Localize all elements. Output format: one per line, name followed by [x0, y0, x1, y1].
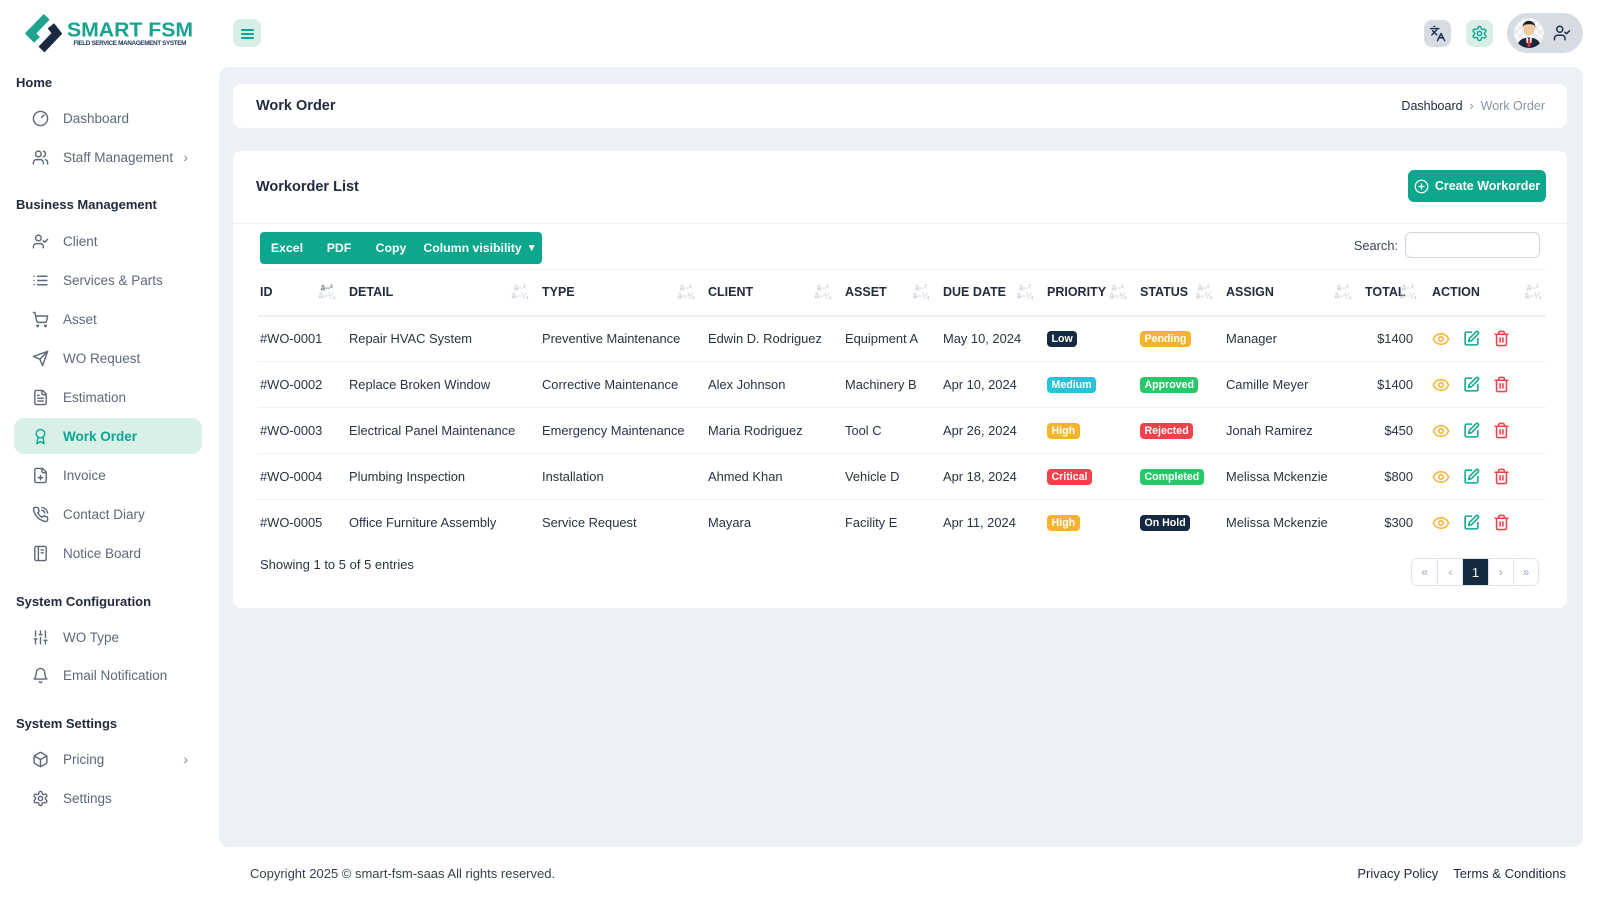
svg-text:FIELD SERVICE MANAGEMENT SYSTE: FIELD SERVICE MANAGEMENT SYSTEM [74, 40, 187, 47]
svg-text:SMART FSM: SMART FSM [67, 20, 193, 42]
